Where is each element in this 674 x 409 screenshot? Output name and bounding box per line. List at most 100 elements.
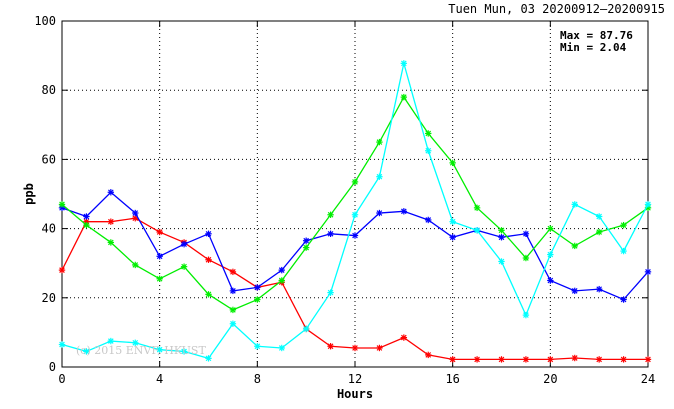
data-point: [571, 287, 578, 295]
data-point: [254, 296, 261, 303]
data-point: [254, 343, 261, 350]
data-point: [620, 221, 627, 229]
data-point: [595, 285, 603, 293]
series-line: [61, 63, 649, 360]
data-point: [376, 138, 383, 146]
data-point: [498, 227, 505, 234]
data-point: [644, 268, 652, 276]
data-point: [302, 244, 310, 251]
data-point: [302, 237, 310, 244]
data-point: [644, 201, 652, 208]
x-tick-label: 8: [254, 372, 261, 386]
x-tick-label: 0: [58, 372, 65, 386]
y-tick-label: 0: [49, 360, 56, 374]
data-point: [180, 263, 188, 270]
data-point: [595, 213, 603, 220]
data-point: [376, 344, 383, 352]
data-point: [522, 230, 530, 237]
data-point: [498, 234, 505, 241]
x-tick-label: 20: [543, 372, 557, 386]
data-point: [107, 337, 115, 345]
data-point: [449, 218, 456, 225]
data-point: [132, 215, 139, 222]
x-tick-label: 12: [348, 372, 362, 386]
data-point: [425, 216, 432, 224]
data-point: [400, 60, 408, 67]
data-point: [620, 296, 627, 303]
data-point: [425, 351, 432, 359]
data-point: [376, 173, 383, 180]
data-point: [571, 201, 578, 208]
data-point: [425, 130, 432, 137]
y-tick-label: 80: [42, 83, 56, 97]
series-group: [58, 60, 652, 363]
data-point: [229, 268, 237, 276]
x-tick-label: 16: [445, 372, 459, 386]
data-point: [254, 284, 261, 291]
series-4: [58, 60, 652, 362]
data-point: [547, 277, 554, 284]
data-point: [449, 234, 456, 241]
grid: [62, 21, 648, 367]
y-tick-label: 60: [42, 152, 56, 166]
data-point: [327, 289, 334, 296]
data-point: [595, 356, 603, 363]
data-point: [83, 213, 90, 220]
data-point: [229, 306, 237, 314]
data-point: [327, 343, 334, 350]
data-point: [547, 225, 554, 232]
data-point: [205, 230, 212, 237]
data-point: [327, 211, 334, 218]
data-point: [473, 227, 481, 234]
data-point: [302, 325, 310, 333]
data-point: [156, 228, 163, 236]
data-point: [351, 178, 359, 186]
series-3: [58, 93, 652, 314]
data-point: [156, 253, 163, 260]
data-point: [425, 147, 432, 154]
x-axis-label: Hours: [337, 387, 373, 401]
data-point: [547, 356, 554, 363]
data-point: [156, 275, 163, 282]
data-point: [229, 287, 237, 295]
data-point: [644, 356, 652, 363]
data-point: [180, 240, 188, 248]
data-point: [595, 228, 603, 236]
data-point: [205, 355, 212, 362]
data-point: [107, 189, 115, 196]
data-point: [473, 356, 481, 363]
y-axis-label: ppb: [22, 183, 36, 205]
data-point: [376, 209, 383, 217]
data-point: [205, 291, 212, 298]
data-point: [83, 221, 90, 229]
data-point: [522, 311, 530, 319]
data-point: [449, 356, 456, 363]
data-point: [132, 209, 139, 217]
data-point: [278, 266, 285, 274]
data-point: [449, 159, 456, 167]
chart-title: Tuen Mun, 03 20200912–20200915: [448, 2, 665, 16]
axis-ticks: 0 4 8 12 16 20 24 0 20 40 60 80 100: [34, 14, 655, 386]
data-point: [351, 232, 359, 239]
data-point: [351, 344, 359, 352]
data-point: [522, 356, 530, 363]
min-stat: Min = 2.04: [560, 41, 627, 54]
data-point: [498, 356, 505, 363]
data-point: [107, 239, 115, 246]
data-point: [400, 334, 408, 341]
data-point: [58, 341, 66, 348]
watermark: (c) 2015 ENVF, HKUST: [76, 344, 206, 357]
data-point: [278, 277, 285, 284]
data-point: [473, 204, 481, 212]
data-point: [132, 339, 139, 346]
max-stat: Max = 87.76: [560, 29, 633, 42]
data-point: [400, 208, 408, 215]
y-tick-label: 20: [42, 291, 56, 305]
data-point: [107, 218, 115, 225]
data-point: [571, 242, 578, 250]
data-point: [205, 256, 212, 263]
data-point: [58, 201, 66, 208]
data-point: [498, 258, 505, 265]
data-point: [351, 211, 359, 218]
